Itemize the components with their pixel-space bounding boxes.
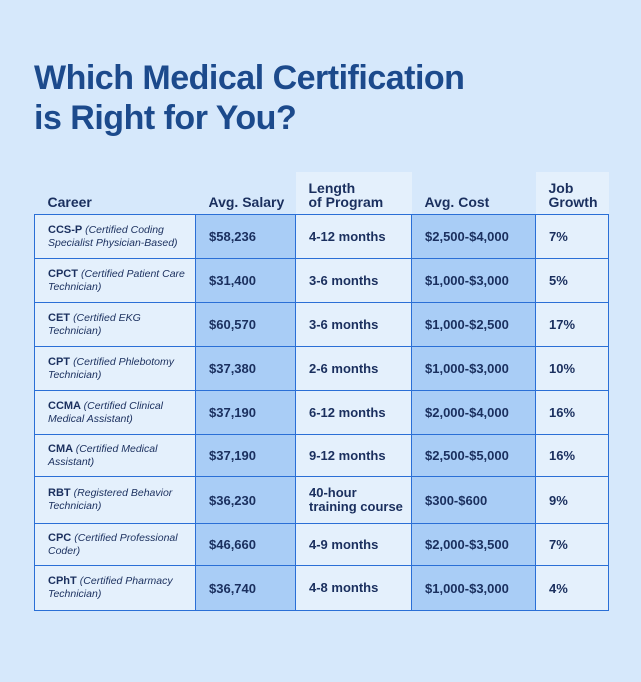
table-row: CPC (Certified Professional Coder) $46,66…: [34, 523, 609, 566]
cell-salary: $58,236: [195, 214, 296, 259]
cell-career: CPC (Certified Professional Coder): [34, 523, 196, 566]
cell-cost: $2,000-$4,000: [411, 390, 536, 435]
cell-career: CCMA (Certified Clinical Medical Assista…: [34, 390, 196, 435]
career-description: (Registered Behavior Technician): [48, 487, 173, 512]
cell-career: RBT (Registered Behavior Technician): [34, 476, 196, 524]
table-row: CCMA (Certified Clinical Medical Assista…: [34, 390, 609, 435]
cell-cost: $300-$600: [411, 476, 536, 524]
cell-cost: $1,000-$2,500: [411, 302, 536, 347]
career-code: CCMA: [48, 399, 81, 412]
table-row: RBT (Registered Behavior Technician) $36,…: [34, 476, 609, 524]
career-code: CPCT: [48, 267, 78, 280]
career-description: (Certified Phlebotomy Technician): [48, 355, 175, 381]
cell-salary: $60,570: [195, 302, 296, 347]
career-description: (Certified Medical Assistant): [48, 442, 158, 468]
cell-career: CMA (Certified Medical Assistant): [34, 434, 196, 477]
cell-career: CET (Certified EKG Technician): [34, 302, 196, 347]
cell-salary: $37,380: [195, 346, 296, 391]
cell-cost: $2,500-$4,000: [411, 214, 536, 259]
table-row: CPhT (Certified Pharmacy Technician) $36,…: [34, 565, 609, 611]
cell-cost: $1,000-$3,000: [411, 565, 536, 611]
cell-salary: $46,660: [195, 523, 296, 566]
cell-length: 9-12 months: [295, 434, 412, 477]
career-code: CPhT: [48, 575, 77, 587]
cell-growth: 16%: [535, 390, 609, 435]
title-line-1: Which Medical Certification: [34, 59, 465, 97]
cell-cost: $2,000-$3,500: [411, 523, 536, 566]
cell-growth: 4%: [535, 565, 609, 611]
cell-career: CPT (Certified Phlebotomy Technician): [34, 346, 196, 391]
cell-length: 3-6 months: [295, 258, 412, 303]
career-code: CCS-P: [48, 223, 83, 236]
cell-salary: $37,190: [195, 390, 296, 435]
career-description: (Certified Pharmacy Technician): [48, 575, 173, 600]
header-growth: Job Growth: [535, 172, 609, 215]
table-row: CET (Certified EKG Technician) $60,570 3-6…: [34, 302, 609, 347]
cell-growth: 5%: [535, 258, 609, 303]
cell-cost: $1,000-$3,000: [411, 346, 536, 391]
table-row: CMA (Certified Medical Assistant) $37,190…: [34, 434, 609, 477]
career-description: (Certified EKG Technician): [48, 311, 141, 337]
cell-growth: 10%: [535, 346, 609, 391]
cell-length: 4-8 months: [295, 565, 412, 611]
table-row: CPT (Certified Phlebotomy Technician) $37…: [34, 346, 609, 391]
career-code: CET: [48, 311, 70, 324]
table-header-row: Career Avg. Salary Length of Program Avg.…: [35, 172, 609, 215]
cell-growth: 7%: [535, 214, 609, 259]
header-length: Length of Program: [295, 172, 412, 215]
certification-table: Career Avg. Salary Length of Program Avg.…: [34, 172, 609, 611]
cell-growth: 16%: [535, 434, 609, 477]
header-salary: Avg. Salary: [208, 194, 285, 210]
cell-salary: $36,230: [195, 476, 296, 524]
cell-growth: 9%: [535, 476, 609, 524]
cell-growth: 17%: [535, 302, 609, 347]
header-cost: Avg. Cost: [424, 194, 490, 210]
career-description: (Certified Patient Care Technician): [48, 267, 185, 293]
header-career: Career: [47, 194, 92, 210]
cell-career: CPCT (Certified Patient Care Technician): [34, 258, 196, 303]
cell-growth: 7%: [535, 523, 609, 566]
career-description: (Certified Professional Coder): [48, 531, 178, 557]
cell-salary: $31,400: [195, 258, 296, 303]
cell-length: 6-12 months: [295, 390, 412, 435]
cell-salary: $36,740: [195, 565, 296, 611]
cell-length: 4-12 months: [295, 214, 412, 259]
page-title: Which Medical Certification is Right for…: [34, 58, 465, 138]
cell-career: CPhT (Certified Pharmacy Technician): [34, 565, 196, 611]
table-row: CCS-P (Certified Coding Specialist Physi…: [34, 214, 609, 259]
career-description: (Certified Clinical Medical Assistant): [48, 399, 164, 425]
cell-length: 2-6 months: [295, 346, 412, 391]
career-code: CPT: [48, 355, 70, 368]
career-code: RBT: [48, 487, 71, 499]
cell-length: 3-6 months: [295, 302, 412, 347]
cell-career: CCS-P (Certified Coding Specialist Physi…: [34, 214, 196, 259]
cell-cost: $2,500-$5,000: [411, 434, 536, 477]
table-row: CPCT (Certified Patient Care Technician)…: [34, 258, 609, 303]
cell-salary: $37,190: [195, 434, 296, 477]
cell-cost: $1,000-$3,000: [411, 258, 536, 303]
cell-length: 4-9 months: [295, 523, 412, 566]
career-description: (Certified Coding Specialist Physician-B…: [48, 223, 178, 249]
career-code: CPC: [48, 531, 72, 544]
cell-length: 40-hour training course: [295, 476, 412, 524]
title-line-2: is Right for You?: [34, 99, 297, 137]
career-code: CMA: [48, 442, 73, 455]
